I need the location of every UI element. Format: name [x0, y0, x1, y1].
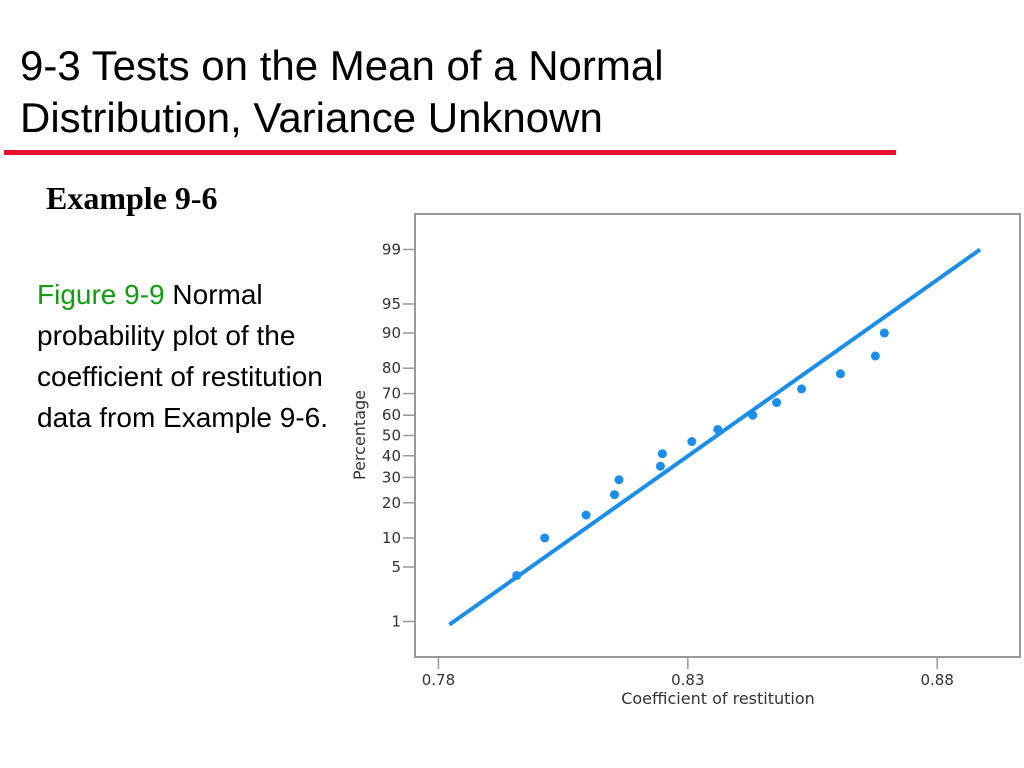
data-point-8 [687, 437, 697, 447]
data-point-1 [512, 570, 522, 580]
x-axis: 0.78 0.83 0.88 [422, 657, 954, 689]
slide-title-line-2: Distribution, Variance Unknown [20, 94, 603, 141]
y-axis: 1 5 10 20 30 40 50 60 70 80 90 95 99 [382, 240, 415, 631]
title-rule [4, 150, 896, 155]
x-axis-label: Coefficient of restitution [621, 689, 815, 708]
y-tick-label-95: 95 [382, 295, 401, 313]
slide-title-line-1: 9-3 Tests on the Mean of a Normal [20, 42, 664, 89]
data-point-13 [835, 369, 845, 379]
fit-line [448, 247, 982, 627]
data-point-2 [540, 533, 550, 543]
y-tick-label-10: 10 [382, 529, 401, 547]
y-tick-label-50: 50 [382, 427, 401, 445]
y-tick-label-40: 40 [382, 447, 401, 465]
data-point-11 [772, 398, 782, 408]
y-tick-label-1: 1 [391, 613, 401, 631]
y-axis-label: Percentage [350, 390, 369, 480]
y-tick-label-30: 30 [382, 468, 401, 486]
data-point-5 [614, 475, 624, 485]
x-tick-label-0.88: 0.88 [921, 671, 954, 689]
slide-title: 9-3 Tests on the Mean of a Normal Distri… [20, 40, 900, 144]
y-tick-label-80: 80 [382, 359, 401, 377]
y-tick-label-99: 99 [382, 240, 401, 258]
example-heading: Example 9-6 [46, 180, 218, 216]
data-point-15 [879, 328, 889, 338]
data-point-14 [870, 351, 880, 361]
figure-caption: Figure 9-9 Normal probability plot of th… [37, 274, 337, 438]
data-point-6 [655, 461, 665, 471]
data-point-4 [610, 490, 620, 500]
figure-caption-text: Normal probability plot of the coefficie… [37, 279, 329, 433]
figure-label: Figure 9-9 [37, 279, 165, 310]
x-tick-label-0.78: 0.78 [422, 671, 455, 689]
data-point-3 [581, 510, 591, 520]
data-point-9 [713, 424, 723, 434]
data-point-10 [748, 410, 758, 420]
y-tick-label-60: 60 [382, 406, 401, 424]
x-tick-label-0.83: 0.83 [671, 671, 704, 689]
y-tick-label-70: 70 [382, 385, 401, 403]
data-point-12 [797, 384, 807, 394]
y-tick-label-20: 20 [382, 494, 401, 512]
data-points [512, 328, 889, 580]
data-point-7 [657, 449, 667, 459]
y-tick-label-90: 90 [382, 324, 401, 342]
y-tick-label-5: 5 [391, 558, 401, 576]
